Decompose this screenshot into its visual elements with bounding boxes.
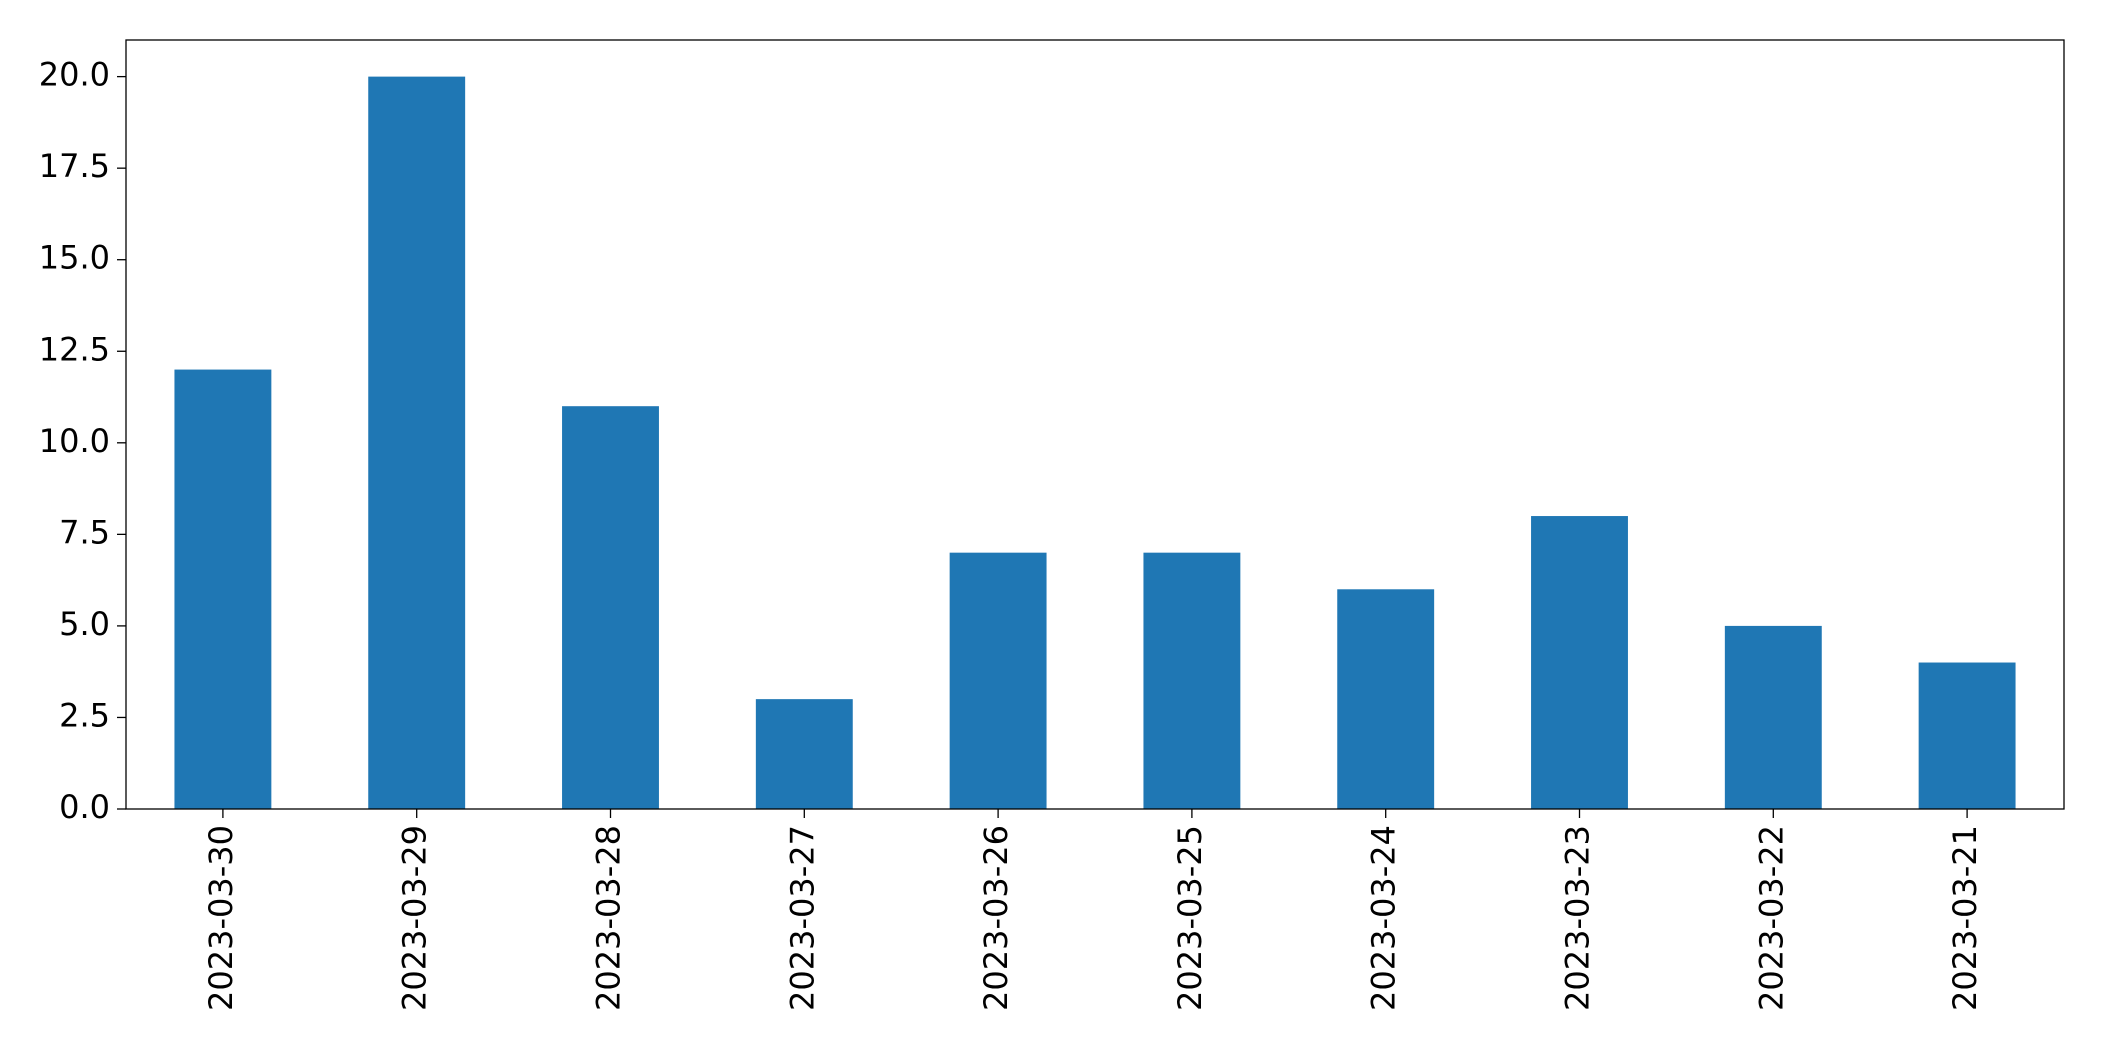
x-tick-label: 2023-03-28 [590,825,628,1011]
x-tick-label: 2023-03-25 [1171,825,1209,1011]
bar [1143,552,1241,809]
bar [1337,589,1435,809]
y-tick-label: 7.5 [59,513,110,551]
y-tick-label: 10.0 [39,422,110,460]
y-tick-label: 12.5 [39,330,110,368]
bar [949,552,1047,809]
bar [1724,625,1822,809]
x-tick-label: 2023-03-22 [1752,825,1790,1011]
bar [755,699,853,809]
bar [1918,662,2016,809]
x-tick-label: 2023-03-29 [396,825,434,1011]
y-tick-label: 17.5 [39,147,110,185]
y-tick-label: 20.0 [39,56,110,94]
bar [368,76,466,810]
y-tick-label: 2.5 [59,696,110,734]
bar [174,369,272,809]
x-tick-label: 2023-03-21 [1946,825,1984,1011]
x-tick-label: 2023-03-23 [1559,825,1597,1011]
x-tick-label: 2023-03-26 [977,825,1015,1011]
bar [562,406,659,809]
bar [1531,516,1628,809]
y-tick-label: 15.0 [39,239,110,277]
plot-frame [125,39,2065,810]
y-tick-label: 5.0 [59,605,110,643]
x-tick-label: 2023-03-27 [783,825,821,1011]
x-tick-label: 2023-03-30 [202,825,240,1011]
x-tick-label: 2023-03-24 [1365,825,1403,1011]
y-tick-label: 0.0 [59,788,110,826]
